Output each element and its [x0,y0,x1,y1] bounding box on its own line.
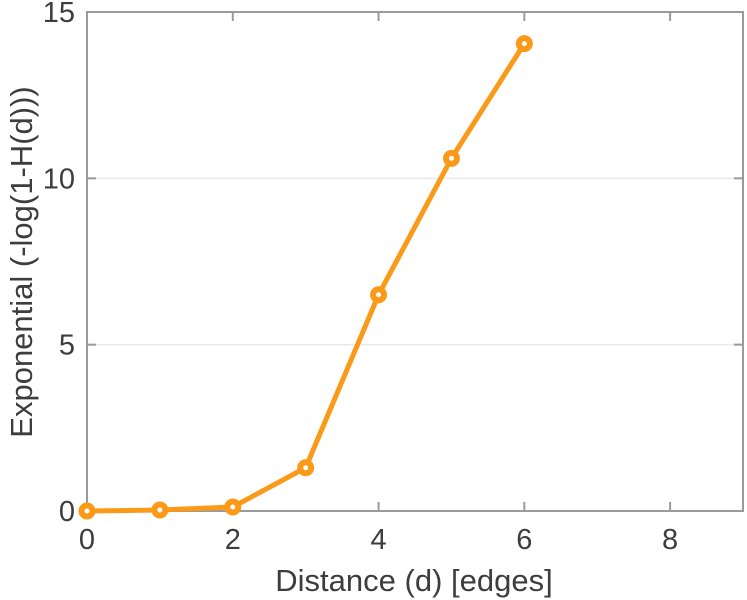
y-tick-label: 0 [59,496,75,528]
y-tick-label: 15 [43,0,75,29]
x-tick-label: 0 [79,524,95,556]
y-tick-label: 5 [59,330,75,362]
data-series [78,35,533,520]
x-tick-label: 8 [662,524,678,556]
y-tick-label: 10 [43,163,75,195]
x-tick-label: 2 [225,524,241,556]
x-tick-label: 4 [370,524,386,556]
data-point-marker [442,149,460,167]
axis-ticks [86,11,743,512]
data-point-marker [297,459,315,477]
data-point-marker [151,501,169,519]
plot-border [86,11,744,512]
data-line [84,41,527,514]
data-point-marker [224,498,242,516]
data-point-marker [370,286,388,304]
tick-labels: 0 2 4 6 8 0 5 10 15 [43,0,678,556]
gridlines [88,177,742,346]
x-tick-label: 6 [516,524,532,556]
data-point-marker [78,502,96,520]
y-axis-label: Exponential (-log(1-H(d))) [4,86,39,437]
data-point-marker [515,35,533,53]
x-axis-label: Distance (d) [edges] [275,563,552,598]
